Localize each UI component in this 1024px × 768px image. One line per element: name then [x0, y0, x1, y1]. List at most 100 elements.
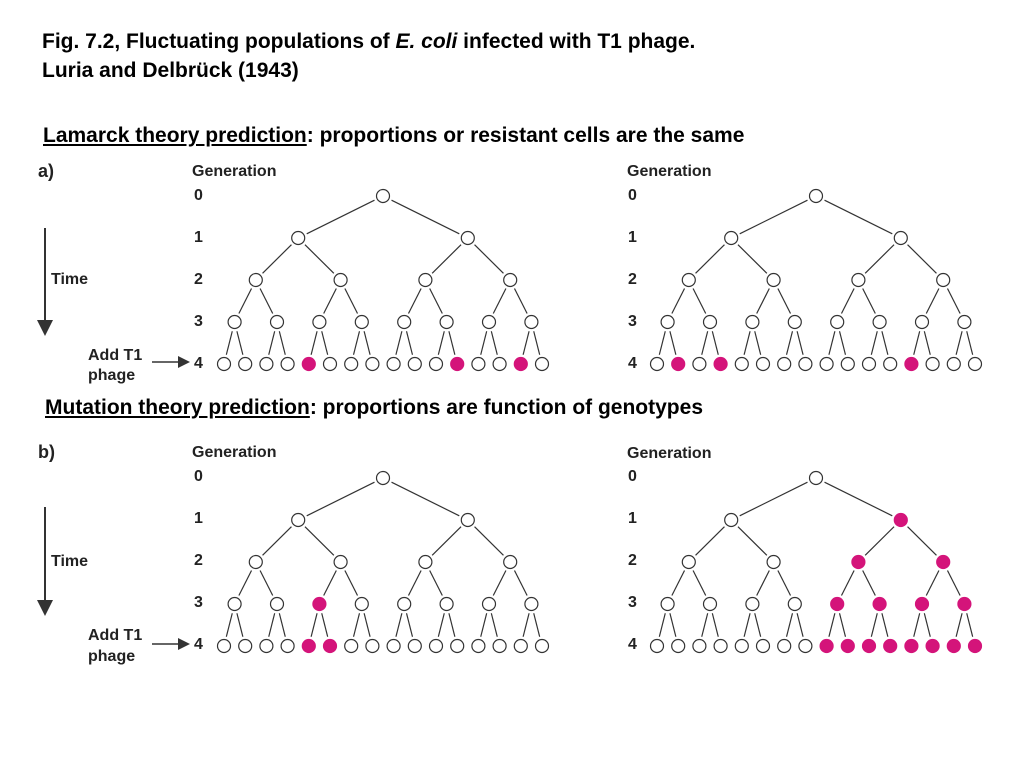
lineage-branch	[321, 613, 329, 637]
lineage-branch	[739, 199, 808, 235]
lineage-branch	[756, 570, 770, 596]
lineage-branch	[828, 613, 836, 637]
sensitive-cell	[471, 638, 486, 654]
sensitive-cell	[872, 314, 887, 330]
sensitive-cell	[819, 356, 834, 372]
lineage-branch	[777, 570, 792, 596]
gen-number: 1	[628, 229, 637, 246]
gen-number: 1	[628, 510, 637, 527]
lineage-branch	[323, 570, 337, 596]
lineage-branch	[405, 613, 414, 637]
sensitive-cell	[407, 356, 422, 372]
lineage-branch	[407, 288, 422, 314]
lineage-branch	[711, 613, 719, 637]
gen-number: 3	[628, 594, 637, 611]
sensitive-cell	[883, 356, 898, 372]
lineage-branch	[533, 331, 541, 355]
lineage-branch	[955, 331, 963, 355]
lineage-branch	[756, 288, 770, 314]
gen-number: 2	[194, 271, 203, 288]
lineage-branch	[236, 331, 244, 355]
resistant-cell	[322, 638, 338, 654]
sensitive-cell	[808, 188, 824, 204]
lineage-branch	[480, 613, 488, 637]
lineage-branch	[448, 331, 456, 355]
lineage-branch	[352, 613, 361, 637]
sensitive-cell	[397, 596, 412, 612]
resistant-cell	[450, 356, 465, 372]
lineage-branch	[321, 331, 329, 355]
lineage-branch	[262, 526, 292, 556]
lineage-branch	[955, 613, 963, 637]
time-label-b: Time	[51, 553, 88, 570]
sensitive-cell	[681, 554, 696, 570]
lineage-branch	[828, 331, 836, 355]
sensitive-cell	[649, 638, 665, 654]
lineage-branch	[692, 570, 707, 596]
lineage-branch	[701, 613, 709, 637]
lineage-branch	[225, 613, 233, 637]
sensitive-cell	[492, 356, 507, 372]
sensitive-cell	[946, 356, 961, 372]
lineage-branch	[870, 613, 878, 637]
lineage-branch	[429, 288, 443, 314]
sensitive-cell	[460, 230, 475, 246]
sensitive-cell	[808, 470, 824, 486]
lineage-branch	[259, 570, 274, 596]
resistant-cell	[312, 596, 327, 612]
lineage-branch	[522, 331, 530, 355]
sensitive-cell	[333, 272, 348, 288]
lineage-branch	[925, 570, 940, 596]
lineage-branch	[363, 331, 371, 355]
lineage-branch	[407, 570, 422, 596]
lineage-branch	[395, 613, 403, 637]
lineage-branch	[864, 244, 895, 274]
lineage-branch	[405, 331, 414, 355]
gen-number: 2	[628, 271, 637, 288]
lineage-branch	[966, 331, 974, 355]
lineage-branch	[692, 288, 707, 314]
generation-numbers-b-right: 0 1 2 3 4	[628, 468, 637, 653]
sensitive-cell	[280, 638, 295, 654]
gen-number: 3	[628, 313, 637, 330]
lineage-branch	[862, 288, 876, 314]
sensitive-cell	[333, 554, 348, 570]
gen-number: 4	[194, 355, 203, 372]
lineage-branch	[238, 570, 253, 596]
sensitive-cell	[428, 638, 444, 654]
resistant-cell	[513, 356, 528, 372]
sensitive-cell	[671, 638, 686, 654]
lineage-branch	[236, 613, 244, 637]
lineage-branch	[323, 288, 337, 314]
lineage-branch	[966, 613, 974, 637]
figure-title-line-1: Fig. 7.2, Fluctuating populations of E. …	[42, 30, 695, 54]
sensitive-cell	[291, 230, 306, 246]
sensitive-cell	[503, 272, 518, 288]
lineage-branch	[737, 244, 768, 274]
gen-number: 0	[194, 468, 203, 485]
resistant-cell	[904, 638, 919, 654]
lineage-branch	[429, 570, 443, 596]
lineage-branch	[913, 331, 921, 355]
sensitive-cell	[745, 314, 760, 330]
sensitive-cell	[460, 512, 475, 528]
lineage-branch	[352, 331, 361, 355]
lineage-branch	[306, 481, 375, 517]
resistant-cell	[925, 638, 940, 654]
lineage-branch	[864, 526, 895, 556]
resistant-cell	[851, 554, 866, 570]
resistant-cell	[904, 356, 919, 372]
lineage-branch	[669, 613, 677, 637]
sensitive-cell	[365, 638, 380, 654]
sensitive-cell	[798, 356, 813, 372]
sensitive-cell	[375, 470, 391, 486]
sensitive-cell	[259, 356, 274, 372]
resistant-cell	[671, 356, 686, 372]
sensitive-cell	[534, 356, 550, 372]
sensitive-cell	[492, 638, 507, 654]
lineage-branch	[395, 331, 403, 355]
lineage-branch	[739, 481, 808, 517]
lineage-branch	[225, 331, 233, 355]
sensitive-cell	[692, 638, 707, 654]
figure-title-line-2: Luria and Delbrück (1943)	[42, 59, 299, 82]
